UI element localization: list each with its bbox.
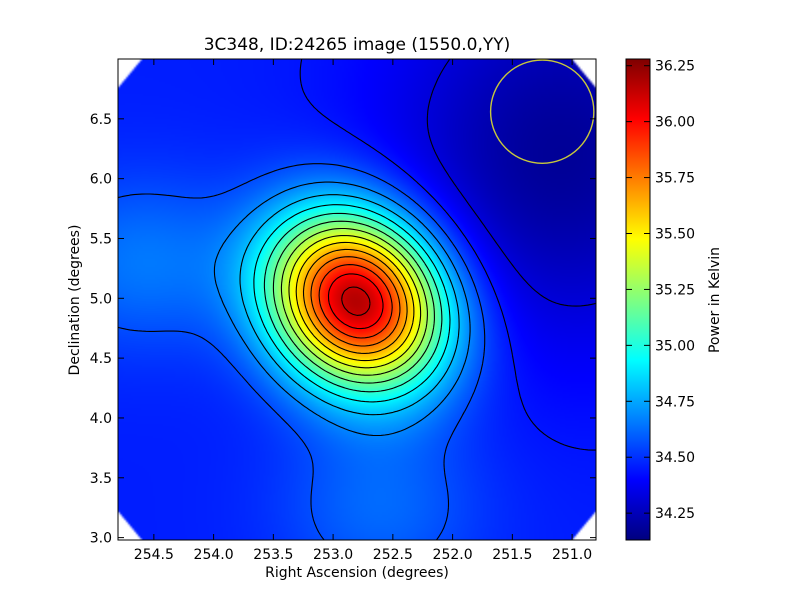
x-tick-label: 251.5 bbox=[492, 547, 532, 563]
y-tick-label: 3.5 bbox=[90, 471, 112, 487]
y-axis-label: Declination (degrees) bbox=[67, 225, 83, 376]
x-tick-label: 251.0 bbox=[552, 547, 592, 563]
y-tick-label: 3.0 bbox=[90, 531, 112, 547]
contour-level-8 bbox=[280, 227, 428, 376]
y-tick-label: 4.5 bbox=[90, 351, 112, 367]
colorbar-ticks: 34.25 34.50 34.75 35.00 35.25 35.50 35.75 36.00… bbox=[626, 59, 695, 522]
colorbar-tick-label: 34.75 bbox=[655, 394, 695, 410]
colorbar-tick-label: 34.25 bbox=[655, 506, 695, 522]
contour-level-5 bbox=[253, 204, 451, 403]
chart-title: 3C348, ID:24265 image (1550.0,YY) bbox=[204, 35, 511, 55]
contour-level-10 bbox=[295, 241, 415, 362]
colorbar-tick-label: 35.25 bbox=[655, 282, 695, 298]
y-tick-label: 5.0 bbox=[90, 291, 112, 307]
contour-lines bbox=[118, 59, 596, 540]
x-tick-label: 253.5 bbox=[253, 547, 293, 563]
colorbar-tick-label: 35.50 bbox=[655, 227, 695, 243]
contour-level-13 bbox=[318, 264, 393, 339]
colorbar-tick-label: 35.75 bbox=[655, 171, 695, 187]
contour-level-12 bbox=[310, 256, 401, 347]
contour-level-15 bbox=[341, 286, 371, 316]
contour-level-0 bbox=[426, 59, 596, 307]
y-axis-ticks: 3.0 3.5 4.0 4.5 5.0 5.5 6.0 6.5 bbox=[90, 112, 596, 547]
colorbar-tick-label: 36.25 bbox=[655, 59, 695, 75]
y-tick-label: 6.5 bbox=[90, 112, 112, 128]
colorbar: 34.25 34.50 34.75 35.00 35.25 35.50 35.75 36.00… bbox=[625, 58, 723, 541]
beam-circle bbox=[489, 59, 595, 164]
contour-level-14 bbox=[327, 273, 384, 330]
x-tick-label: 254.0 bbox=[194, 547, 234, 563]
colorbar-tick-label: 36.00 bbox=[655, 115, 695, 131]
contour-level-3 bbox=[213, 181, 471, 437]
contour-level-6 bbox=[263, 212, 443, 393]
contour-level-9 bbox=[288, 234, 422, 369]
y-tick-label: 5.5 bbox=[90, 231, 112, 247]
contour-level-1 bbox=[299, 59, 596, 451]
contour-level-4 bbox=[239, 194, 460, 416]
contour-level-2 bbox=[118, 163, 486, 540]
heatmap-image bbox=[118, 59, 596, 540]
colorbar-label: Power in Kelvin bbox=[707, 247, 723, 353]
y-tick-label: 4.0 bbox=[90, 411, 112, 427]
colorbar-tick-label: 34.50 bbox=[655, 450, 695, 466]
x-axis-label: Right Ascension (degrees) bbox=[265, 565, 449, 581]
colorbar-tick-label: 35.00 bbox=[655, 338, 695, 354]
contour-level-11 bbox=[302, 248, 408, 354]
x-tick-label: 254.5 bbox=[134, 547, 174, 563]
x-tick-label: 252.5 bbox=[373, 547, 413, 563]
plot-area bbox=[117, 58, 597, 541]
contour-level-7 bbox=[272, 220, 435, 384]
y-tick-label: 6.0 bbox=[90, 172, 112, 188]
x-tick-label: 252.0 bbox=[433, 547, 473, 563]
x-axis-ticks: 254.5 254.0 253.5 253.0 252.5 252.0 251.5 251.0 bbox=[134, 59, 592, 563]
x-tick-label: 253.0 bbox=[313, 547, 353, 563]
